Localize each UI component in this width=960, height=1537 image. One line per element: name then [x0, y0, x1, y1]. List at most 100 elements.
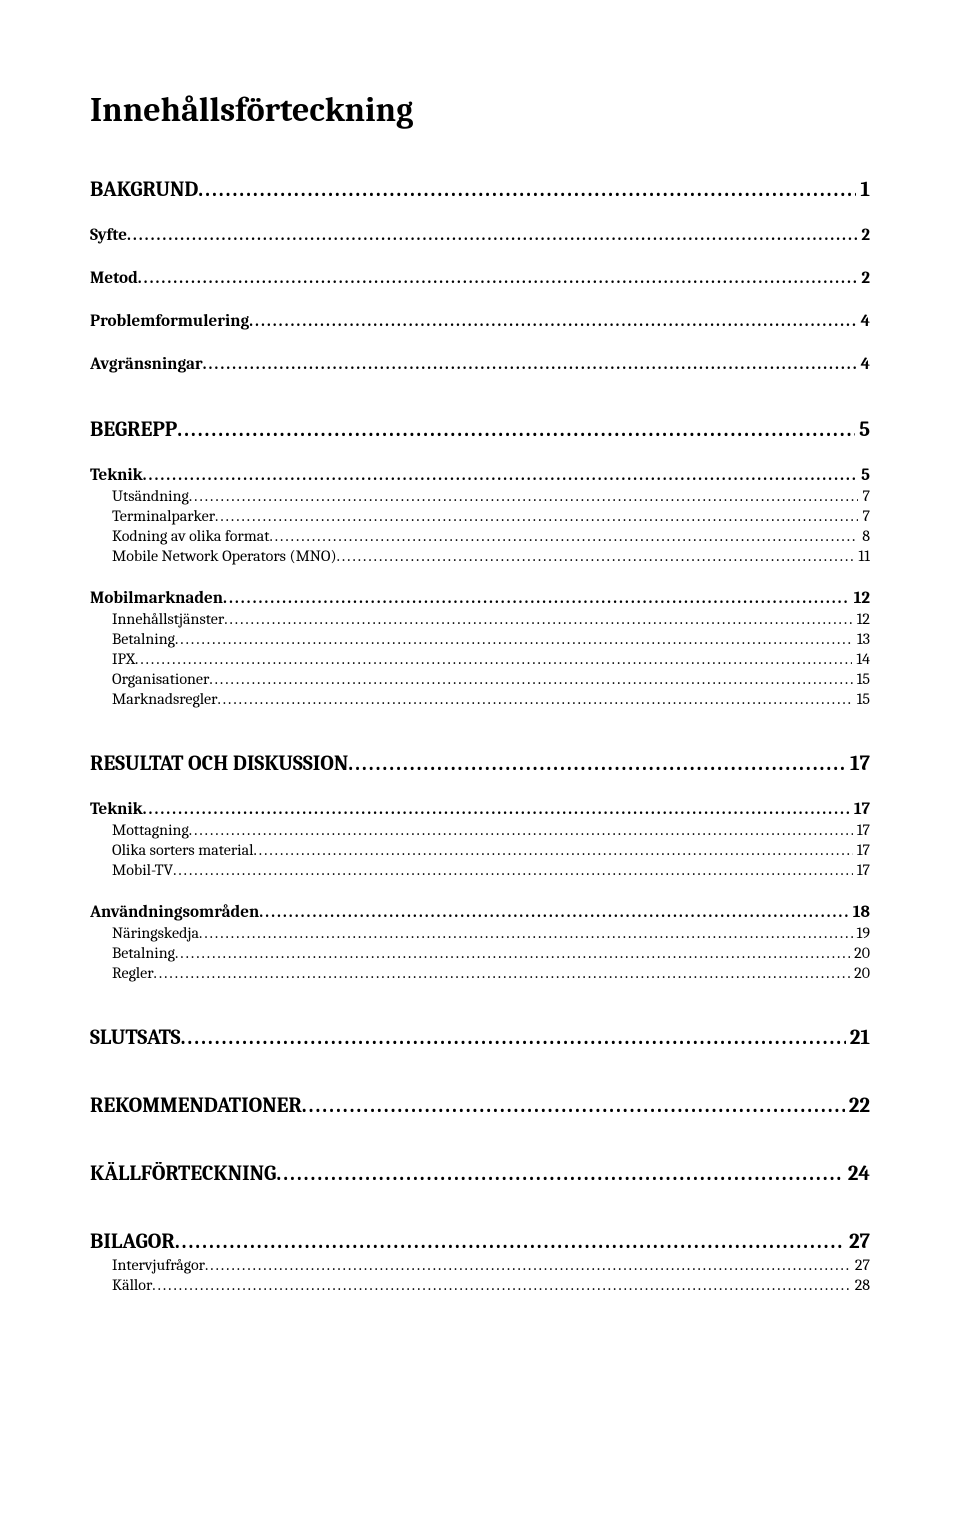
toc-entry-label: Avgränsningar [90, 355, 203, 374]
toc-entry: Kodning av olika format8 [90, 527, 870, 545]
toc-entry: Terminalparker7 [90, 507, 870, 525]
toc-entry-page: 13 [853, 630, 870, 648]
toc-entry-page: 17 [853, 841, 870, 859]
toc-entry-label: Intervjufrågor [90, 1256, 205, 1274]
toc-leader-dots [217, 690, 852, 708]
toc-leader-dots [209, 670, 852, 688]
toc-entry-label: Mottagning [90, 821, 189, 839]
toc-entry-label: Organisationer [90, 670, 209, 688]
toc-leader-dots [152, 1276, 850, 1294]
toc-entry-page: 1 [856, 178, 870, 202]
toc-leader-dots [143, 466, 858, 485]
toc-entry-page: 7 [858, 487, 870, 505]
toc-entry: REKOMMENDATIONER22 [90, 1094, 870, 1118]
toc-entry: Näringskedja19 [90, 924, 870, 942]
toc-entry: BILAGOR27 [90, 1230, 870, 1254]
toc-leader-dots [302, 1094, 845, 1118]
toc-entry-label: Marknadsregler [90, 690, 217, 708]
toc-entry-page: 5 [857, 466, 870, 485]
toc-entry-label: Mobile Network Operators (MNO) [90, 547, 337, 565]
toc-entry-label: Regler [90, 964, 154, 982]
toc-leader-dots [189, 487, 859, 505]
toc-entry: Intervjufrågor 27 [90, 1256, 870, 1274]
toc-entry-page: 27 [845, 1230, 870, 1254]
toc-entry-page: 5 [855, 418, 870, 442]
toc-entry: Utsändning 7 [90, 487, 870, 505]
toc-entry: Metod2 [90, 269, 870, 288]
toc-entry: Mottagning 17 [90, 821, 870, 839]
toc-leader-dots [143, 800, 850, 819]
toc-entry-label: Problemformulering [90, 312, 249, 331]
page-title: Innehållsförteckning [90, 90, 870, 130]
toc-leader-dots [203, 355, 857, 374]
toc-entry-page: 17 [850, 800, 870, 819]
toc-leader-dots [199, 924, 853, 942]
toc-entry-page: 27 [851, 1256, 870, 1274]
toc-entry-page: 2 [857, 269, 870, 288]
toc-entry-page: 8 [858, 527, 870, 545]
toc-entry-page: 15 [853, 690, 870, 708]
toc-leader-dots [259, 903, 849, 922]
toc-entry-label: Olika sorters material [90, 841, 253, 859]
toc-entry: KÄLLFÖRTECKNING 24 [90, 1162, 870, 1186]
toc-entry-label: Teknik [90, 800, 143, 819]
toc-entry-page: 21 [846, 1026, 870, 1050]
toc-leader-dots [223, 589, 850, 608]
toc-entry: BEGREPP5 [90, 418, 870, 442]
toc-entry-label: RESULTAT OCH DISKUSSION [90, 752, 348, 776]
toc-entry: BAKGRUND 1 [90, 178, 870, 202]
toc-entry: Innehållstjänster12 [90, 610, 870, 628]
toc-leader-dots [154, 964, 851, 982]
toc-entry-page: 12 [850, 589, 870, 608]
toc-entry: IPX14 [90, 650, 870, 668]
toc-entry-label: Teknik [90, 466, 143, 485]
toc-entry-page: 22 [845, 1094, 870, 1118]
toc-entry-page: 24 [844, 1162, 870, 1186]
toc-leader-dots [138, 269, 858, 288]
toc-leader-dots [205, 1256, 851, 1274]
toc-leader-dots [276, 1162, 843, 1186]
toc-entry-page: 7 [858, 507, 870, 525]
toc-entry-page: 11 [854, 547, 870, 565]
toc-leader-dots [215, 507, 858, 525]
toc-entry-label: Utsändning [90, 487, 189, 505]
toc-entry-label: SLUTSATS [90, 1026, 181, 1050]
toc-entry-page: 14 [852, 650, 870, 668]
toc-entry-page: 18 [849, 903, 870, 922]
toc-entry: Teknik 17 [90, 800, 870, 819]
toc-entry-page: 4 [857, 312, 870, 331]
toc-entry: Mobile Network Operators (MNO) 11 [90, 547, 870, 565]
toc-entry: Betalning 13 [90, 630, 870, 648]
toc-entry-label: KÄLLFÖRTECKNING [90, 1162, 276, 1186]
toc-entry: SLUTSATS 21 [90, 1026, 870, 1050]
toc-entry-page: 28 [851, 1276, 870, 1294]
toc-entry-page: 17 [846, 752, 870, 776]
toc-entry-page: 19 [853, 924, 870, 942]
toc-leader-dots [224, 610, 852, 628]
toc-entry-label: Betalning [90, 944, 175, 962]
toc-leader-dots [269, 527, 858, 545]
toc-entry-label: BAKGRUND [90, 178, 198, 202]
toc-entry: Regler20 [90, 964, 870, 982]
toc-leader-dots [173, 861, 853, 879]
toc-entry: Olika sorters material 17 [90, 841, 870, 859]
toc-entry-label: Betalning [90, 630, 175, 648]
toc-entry-page: 4 [857, 355, 870, 374]
toc-leader-dots [337, 547, 855, 565]
toc-entry-page: 17 [853, 821, 870, 839]
toc-entry: Marknadsregler 15 [90, 690, 870, 708]
toc-entry-page: 17 [853, 861, 870, 879]
table-of-contents: BAKGRUND 1 Syfte 2Metod2 Problemformulering 4… [90, 178, 870, 1294]
toc-leader-dots [348, 752, 846, 776]
toc-entry: Teknik 5 [90, 466, 870, 485]
toc-entry: Källor28 [90, 1276, 870, 1294]
toc-leader-dots [175, 1230, 845, 1254]
toc-entry: Avgränsningar 4 [90, 355, 870, 374]
toc-leader-dots [135, 650, 852, 668]
toc-entry-label: Syfte [90, 226, 127, 245]
toc-entry: Betalning20 [90, 944, 870, 962]
toc-entry-page: 12 [853, 610, 870, 628]
toc-leader-dots [253, 841, 852, 859]
toc-entry-label: Mobil-TV [90, 861, 173, 879]
toc-leader-dots [181, 1026, 846, 1050]
